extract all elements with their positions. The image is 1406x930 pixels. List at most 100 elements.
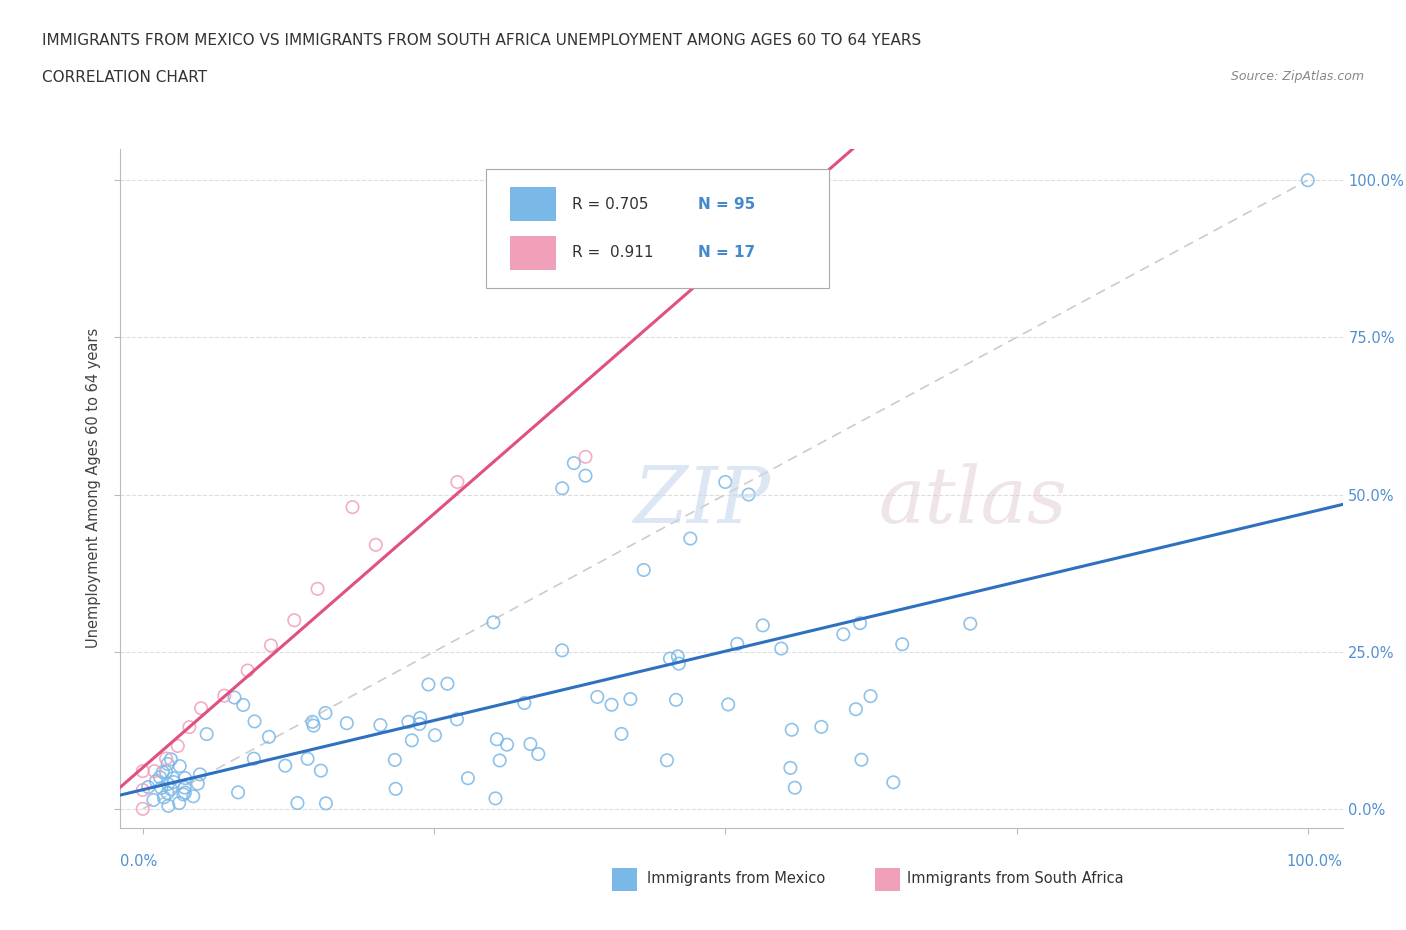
Point bbox=[849, 616, 872, 631]
Point bbox=[309, 764, 332, 778]
Point bbox=[195, 726, 218, 741]
Text: ZIP: ZIP bbox=[633, 464, 770, 540]
Point bbox=[149, 770, 172, 785]
Point bbox=[845, 702, 868, 717]
FancyBboxPatch shape bbox=[510, 188, 557, 221]
Point bbox=[551, 481, 574, 496]
Point bbox=[737, 487, 759, 502]
Point bbox=[132, 764, 155, 778]
Point bbox=[224, 690, 246, 705]
Point bbox=[145, 774, 167, 789]
Point bbox=[586, 689, 609, 704]
Point bbox=[519, 737, 541, 751]
Point bbox=[181, 789, 204, 804]
Point bbox=[169, 759, 191, 774]
Point bbox=[396, 714, 419, 729]
Point bbox=[274, 758, 297, 773]
Point bbox=[174, 771, 197, 786]
Text: N = 17: N = 17 bbox=[699, 246, 755, 260]
Point bbox=[859, 689, 882, 704]
Point bbox=[301, 714, 323, 729]
Point bbox=[160, 751, 183, 766]
Point bbox=[159, 782, 181, 797]
Y-axis label: Unemployment Among Ages 60 to 64 years: Unemployment Among Ages 60 to 64 years bbox=[86, 328, 101, 648]
Point bbox=[163, 775, 186, 790]
Point bbox=[418, 677, 440, 692]
Point bbox=[214, 688, 236, 703]
Point bbox=[384, 781, 406, 796]
Point bbox=[384, 752, 406, 767]
Point bbox=[132, 782, 155, 797]
Point bbox=[665, 693, 688, 708]
Point bbox=[370, 718, 392, 733]
Point bbox=[668, 657, 690, 671]
Point bbox=[527, 747, 550, 762]
Point bbox=[302, 718, 325, 733]
Text: R = 0.705: R = 0.705 bbox=[572, 197, 648, 212]
Point bbox=[779, 761, 801, 776]
Point bbox=[959, 617, 981, 631]
Point bbox=[714, 474, 737, 489]
Point bbox=[446, 711, 468, 726]
Point bbox=[783, 780, 806, 795]
Point bbox=[633, 563, 655, 578]
Point bbox=[150, 780, 173, 795]
Point bbox=[179, 720, 201, 735]
Point bbox=[401, 733, 423, 748]
Bar bbox=[612, 868, 637, 891]
Point bbox=[174, 785, 197, 800]
Point bbox=[882, 775, 904, 790]
Point bbox=[166, 738, 188, 753]
Point bbox=[297, 751, 319, 766]
Point bbox=[136, 779, 159, 794]
Point bbox=[132, 802, 155, 817]
Point bbox=[307, 581, 329, 596]
Point bbox=[600, 698, 623, 712]
Text: Immigrants from Mexico: Immigrants from Mexico bbox=[647, 871, 825, 886]
Point bbox=[152, 764, 174, 779]
Point bbox=[173, 780, 195, 795]
Point bbox=[562, 456, 585, 471]
Point bbox=[484, 790, 506, 805]
Point bbox=[574, 468, 596, 483]
Point bbox=[485, 732, 508, 747]
Text: IMMIGRANTS FROM MEXICO VS IMMIGRANTS FROM SOUTH AFRICA UNEMPLOYMENT AMONG AGES 6: IMMIGRANTS FROM MEXICO VS IMMIGRANTS FRO… bbox=[42, 33, 921, 47]
Text: atlas: atlas bbox=[877, 464, 1067, 540]
Point bbox=[408, 717, 430, 732]
FancyBboxPatch shape bbox=[486, 169, 830, 288]
Point bbox=[725, 636, 748, 651]
Point bbox=[188, 767, 211, 782]
Text: Source: ZipAtlas.com: Source: ZipAtlas.com bbox=[1230, 70, 1364, 83]
Point bbox=[810, 720, 832, 735]
Point bbox=[851, 752, 873, 767]
Point bbox=[496, 737, 519, 752]
Point bbox=[832, 627, 855, 642]
Point bbox=[142, 792, 165, 807]
Point bbox=[314, 706, 336, 721]
Point bbox=[659, 651, 682, 666]
Point bbox=[336, 716, 359, 731]
Point bbox=[780, 723, 803, 737]
Point bbox=[232, 698, 254, 712]
Point bbox=[236, 663, 259, 678]
Bar bbox=[875, 868, 900, 891]
Point bbox=[666, 649, 689, 664]
Point bbox=[283, 613, 305, 628]
Point bbox=[752, 618, 775, 632]
Point bbox=[172, 787, 194, 802]
Point bbox=[770, 641, 793, 656]
Point bbox=[513, 696, 536, 711]
Text: 0.0%: 0.0% bbox=[120, 854, 156, 869]
Point bbox=[551, 643, 574, 658]
Text: N = 95: N = 95 bbox=[699, 197, 755, 212]
Point bbox=[488, 753, 510, 768]
Point bbox=[157, 798, 180, 813]
Point bbox=[574, 449, 596, 464]
Point bbox=[610, 726, 633, 741]
Point bbox=[167, 795, 190, 810]
Text: CORRELATION CHART: CORRELATION CHART bbox=[42, 70, 207, 85]
Point bbox=[155, 751, 177, 766]
Point bbox=[423, 728, 446, 743]
Point bbox=[243, 714, 266, 729]
Point bbox=[226, 785, 249, 800]
